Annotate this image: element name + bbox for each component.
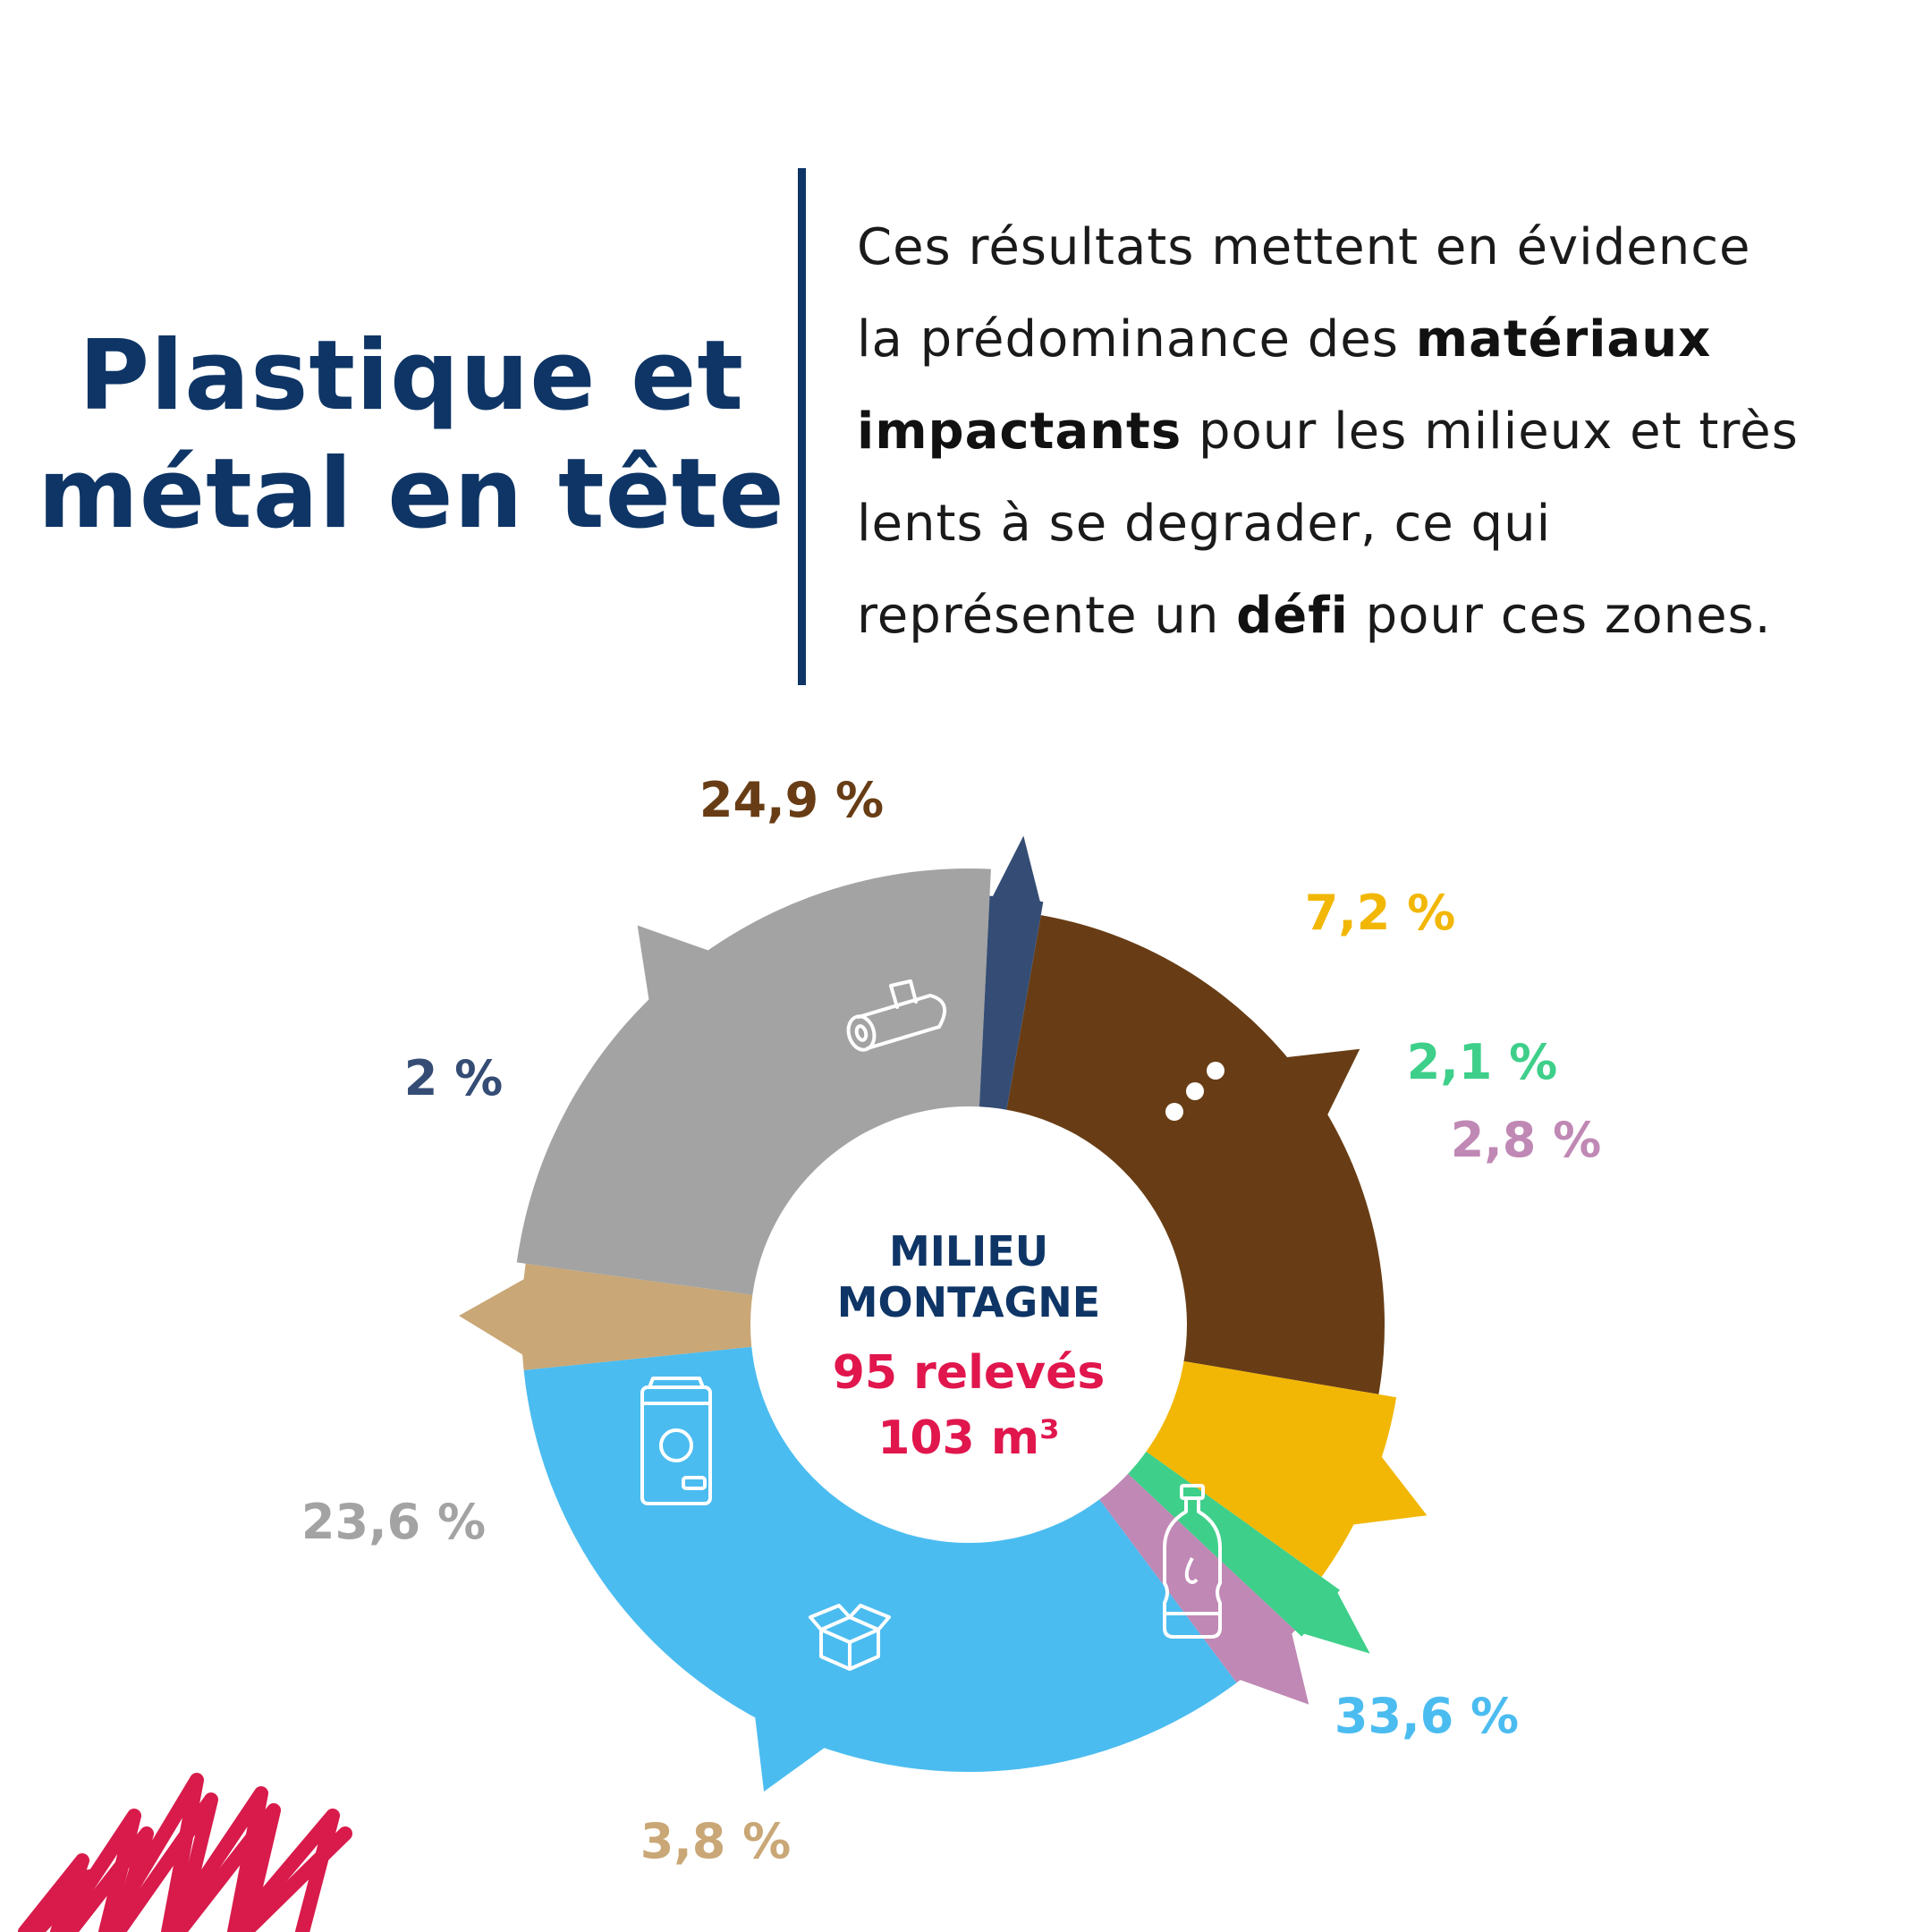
title-line-1: Plastique et <box>79 320 744 432</box>
donut-slices <box>459 835 1428 1792</box>
center-line-1: MILIEU <box>889 1227 1048 1275</box>
slice-labels: 24,9 % 7,2 % 2,1 % 2,8 % 33,6 % 3,8 % 23,6 % 2 … <box>301 772 1601 1869</box>
log-icon <box>846 979 947 1052</box>
slice-3 <box>1125 1449 1340 1637</box>
intro-bold-impactants: impactants <box>857 402 1182 461</box>
intro-bold-materiaux: matériaux <box>1415 310 1712 369</box>
intro-line-5: représente un défi pour ces zones. <box>857 570 1885 662</box>
slice-1 <box>1005 915 1385 1394</box>
slice-label-8: 2 % <box>404 1050 503 1106</box>
slice-callout-2 <box>1352 1455 1428 1525</box>
box-icon <box>809 1604 891 1671</box>
center-label: MILIEU MONTAGNE 95 relevés 103 m³ <box>833 1227 1106 1465</box>
slice-callout-8 <box>992 835 1041 903</box>
intro-line-3: impactants pour les milieux et très <box>857 386 1885 478</box>
intro-text-3b: pour les milieux et très <box>1182 402 1799 461</box>
page-title: Plastique et métal en tête <box>36 318 787 554</box>
ellipsis-icon <box>1165 1062 1224 1121</box>
bottle-icon <box>1163 1484 1222 1639</box>
intro-line-2: la prédominance des matériaux <box>857 293 1885 386</box>
slice-label-6: 3,8 % <box>640 1813 792 1869</box>
slice-callout-6 <box>459 1277 526 1356</box>
slice-5 <box>523 1346 1237 1772</box>
slice-label-7: 23,6 % <box>301 1494 486 1550</box>
slice-label-3: 2,1 % <box>1407 1034 1558 1090</box>
slice-4 <box>1097 1471 1295 1683</box>
slice-label-5: 33,6 % <box>1335 1688 1519 1744</box>
intro-text-5a: représente un <box>857 587 1237 645</box>
intro-line-4: lents à se degrader, ce qui <box>857 478 1885 570</box>
slice-6 <box>521 1263 757 1370</box>
slice-callout-1 <box>1284 1048 1360 1117</box>
slice-callout-3 <box>1301 1590 1370 1654</box>
center-line-2: MONTAGNE <box>837 1278 1100 1326</box>
intro-text-2a: la prédominance des <box>857 310 1416 369</box>
slice-label-4: 2,8 % <box>1451 1112 1602 1168</box>
intro-line-1: Ces résultats mettent en évidence <box>857 201 1885 293</box>
intro-text-5c: pour ces zones. <box>1348 587 1772 645</box>
scribble-decoration <box>18 1773 352 1932</box>
slice-7 <box>516 869 991 1296</box>
slice-callout-7 <box>637 925 710 1002</box>
intro-text-1: Ces résultats mettent en évidence <box>857 218 1751 276</box>
title-line-2: métal en tête <box>38 438 785 550</box>
slice-callout-5 <box>755 1715 826 1792</box>
slice-label-1: 24,9 % <box>699 772 884 828</box>
center-line-4: 103 m³ <box>877 1411 1060 1465</box>
slice-label-2: 7,2 % <box>1305 885 1456 941</box>
vertical-divider <box>798 168 806 685</box>
donut-hole <box>750 1106 1187 1543</box>
intro-paragraph: Ces résultats mettent en évidence la pré… <box>857 201 1885 662</box>
slice-callout-4 <box>1238 1631 1309 1705</box>
intro-text-4: lents à se degrader, ce qui <box>857 495 1552 553</box>
slice-2 <box>1143 1360 1397 1578</box>
intro-bold-defi: défi <box>1236 587 1349 645</box>
center-line-3: 95 relevés <box>833 1346 1106 1400</box>
slice-8 <box>979 895 1044 1114</box>
can-icon <box>640 1377 712 1505</box>
